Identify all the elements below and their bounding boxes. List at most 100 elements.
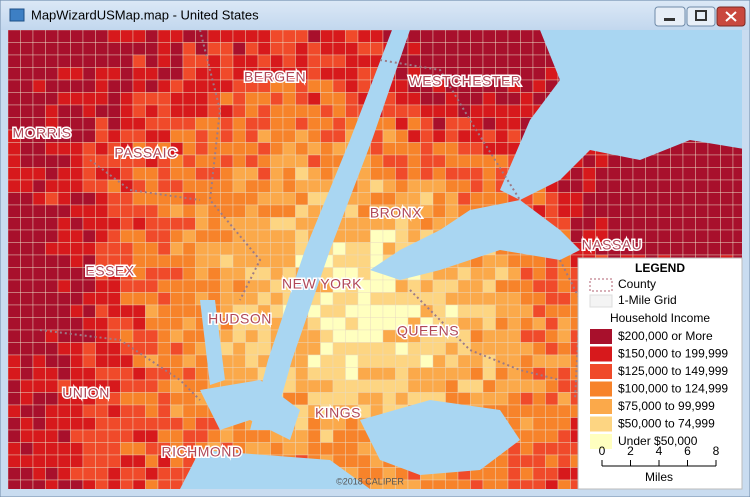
grid-cell	[132, 204, 146, 218]
grid-cell	[95, 404, 109, 418]
grid-cell	[457, 304, 471, 318]
grid-cell	[520, 279, 534, 293]
grid-cell	[620, 192, 634, 206]
grid-cell	[70, 167, 84, 181]
grid-cell	[545, 292, 559, 306]
grid-cell	[532, 279, 546, 293]
grid-cell	[307, 204, 321, 218]
grid-cell	[432, 342, 446, 356]
scale-tick-label: 4	[656, 444, 663, 458]
grid-cell	[132, 467, 146, 481]
grid-cell	[182, 267, 196, 281]
grid-cell	[295, 104, 309, 118]
county-label: HUDSON	[208, 311, 272, 327]
grid-cell	[82, 429, 96, 443]
grid-cell	[82, 129, 96, 143]
grid-cell	[445, 154, 459, 168]
grid-cell	[20, 92, 34, 106]
grid-cell	[257, 229, 271, 243]
grid-cell	[32, 354, 46, 368]
scale-unit: Miles	[645, 470, 673, 484]
grid-cell	[307, 104, 321, 118]
grid-cell	[32, 317, 46, 331]
grid-cell	[57, 404, 71, 418]
grid-cell	[707, 242, 721, 256]
grid-cell	[470, 154, 484, 168]
grid-cell	[395, 92, 409, 106]
grid-cell	[220, 254, 234, 268]
grid-cell	[357, 367, 371, 381]
grid-cell	[482, 367, 496, 381]
grid-cell	[620, 167, 634, 181]
grid-cell	[695, 217, 709, 231]
grid-cell	[657, 179, 671, 193]
grid-cell	[57, 179, 71, 193]
grid-cell	[57, 254, 71, 268]
grid-cell	[495, 117, 509, 131]
grid-cell	[20, 42, 34, 56]
grid-cell	[557, 429, 571, 443]
grid-cell	[45, 267, 59, 281]
grid-cell	[482, 154, 496, 168]
grid-cell	[195, 92, 209, 106]
grid-cell	[582, 217, 596, 231]
grid-cell	[595, 179, 609, 193]
grid-cell	[120, 67, 134, 81]
grid-cell	[320, 367, 334, 381]
grid-cell	[120, 117, 134, 131]
grid-cell	[445, 117, 459, 131]
maximize-button[interactable]	[686, 6, 716, 27]
grid-cell	[357, 342, 371, 356]
grid-cell	[507, 42, 521, 56]
grid-cell	[220, 192, 234, 206]
grid-cell	[95, 342, 109, 356]
grid-cell	[82, 354, 96, 368]
grid-cell	[157, 104, 171, 118]
grid-cell	[207, 217, 221, 231]
grid-cell	[107, 117, 121, 131]
legend-layer: 1-Mile Grid	[618, 293, 677, 307]
grid-cell	[145, 329, 159, 343]
grid-cell	[232, 429, 246, 443]
grid-cell	[107, 129, 121, 143]
grid-cell	[457, 367, 471, 381]
grid-cell	[120, 92, 134, 106]
grid-cell	[507, 279, 521, 293]
grid-cell	[570, 179, 584, 193]
grid-cell	[120, 167, 134, 181]
grid-cell	[282, 30, 296, 43]
grid-cell	[270, 154, 284, 168]
grid-cell	[220, 229, 234, 243]
grid-cell	[182, 242, 196, 256]
grid-cell	[432, 192, 446, 206]
grid-cell	[370, 342, 384, 356]
grid-cell	[257, 30, 271, 43]
grid-cell	[32, 329, 46, 343]
grid-cell	[132, 417, 146, 431]
grid-cell	[257, 179, 271, 193]
grid-cell	[107, 467, 121, 481]
county-label: QUEENS	[397, 323, 459, 339]
grid-cell	[132, 54, 146, 68]
grid-cell	[532, 192, 546, 206]
grid-cell	[195, 117, 209, 131]
grid-cell	[520, 417, 534, 431]
grid-cell	[282, 54, 296, 68]
minimize-button[interactable]	[654, 6, 686, 27]
grid-cell	[82, 104, 96, 118]
grid-cell	[170, 267, 184, 281]
grid-cell	[95, 179, 109, 193]
grid-cell	[195, 354, 209, 368]
grid-cell	[220, 54, 234, 68]
grid-cell	[295, 354, 309, 368]
grid-cell	[507, 367, 521, 381]
grid-cell	[20, 254, 34, 268]
grid-cell	[232, 142, 246, 156]
grid-cell	[45, 417, 59, 431]
grid-cell	[32, 104, 46, 118]
grid-cell	[482, 304, 496, 318]
grid-cell	[232, 179, 246, 193]
grid-cell	[132, 42, 146, 56]
grid-cell	[370, 292, 384, 306]
grid-cell	[195, 404, 209, 418]
